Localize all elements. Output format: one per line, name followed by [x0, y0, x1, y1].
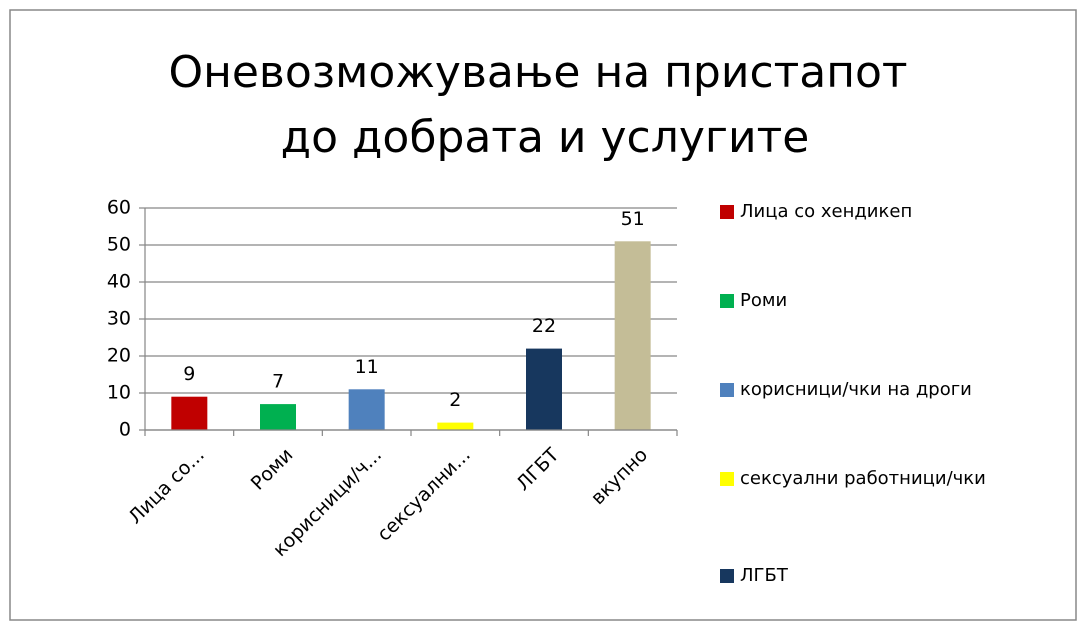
- bar: [348, 389, 385, 430]
- y-tick-label: 60: [107, 197, 131, 219]
- chart-frame: [9, 9, 1077, 621]
- data-label: 51: [621, 208, 645, 230]
- data-label: 9: [183, 363, 195, 385]
- legend-label: сексуални работници/чки: [740, 468, 986, 489]
- y-tick-label: 40: [107, 271, 131, 293]
- data-label: 22: [532, 315, 556, 337]
- y-tick-label: 50: [107, 234, 131, 256]
- legend-swatch: [720, 205, 734, 219]
- bar: [614, 241, 651, 430]
- bar: [171, 396, 208, 430]
- y-tick-label: 10: [107, 382, 131, 404]
- y-tick-label: 30: [107, 308, 131, 330]
- legend-label: Лица со хендикеп: [740, 201, 912, 222]
- y-tick-label: 20: [107, 345, 131, 367]
- legend-swatch: [720, 294, 734, 308]
- legend-swatch: [720, 569, 734, 583]
- bar: [260, 404, 296, 430]
- y-tick-label: 0: [119, 419, 131, 441]
- chart-title: Оневозможување на пристапот до добрата и…: [168, 47, 921, 163]
- data-label: 7: [272, 371, 284, 393]
- bar: [526, 348, 562, 430]
- data-label: 11: [355, 356, 379, 378]
- legend-swatch: [720, 472, 734, 486]
- legend-label: корисници/чки на дроги: [740, 379, 972, 400]
- bar: [437, 422, 474, 430]
- legend-swatch: [720, 383, 734, 397]
- data-label: 2: [449, 389, 461, 411]
- legend-label: Роми: [740, 290, 787, 311]
- legend-label: ЛГБТ: [740, 565, 789, 586]
